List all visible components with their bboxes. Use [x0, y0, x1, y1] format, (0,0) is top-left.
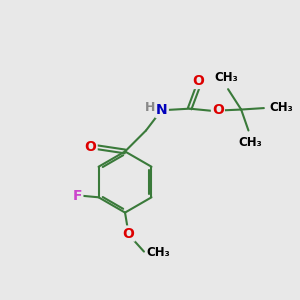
Text: CH₃: CH₃ — [269, 101, 293, 114]
Text: CH₃: CH₃ — [215, 71, 238, 84]
Text: O: O — [123, 226, 134, 241]
Text: N: N — [156, 103, 168, 117]
Text: O: O — [85, 140, 97, 154]
Text: CH₃: CH₃ — [238, 136, 262, 149]
Text: CH₃: CH₃ — [147, 246, 171, 259]
Text: F: F — [73, 189, 82, 203]
Text: O: O — [212, 103, 224, 116]
Text: O: O — [192, 74, 204, 88]
Text: H: H — [145, 101, 155, 114]
